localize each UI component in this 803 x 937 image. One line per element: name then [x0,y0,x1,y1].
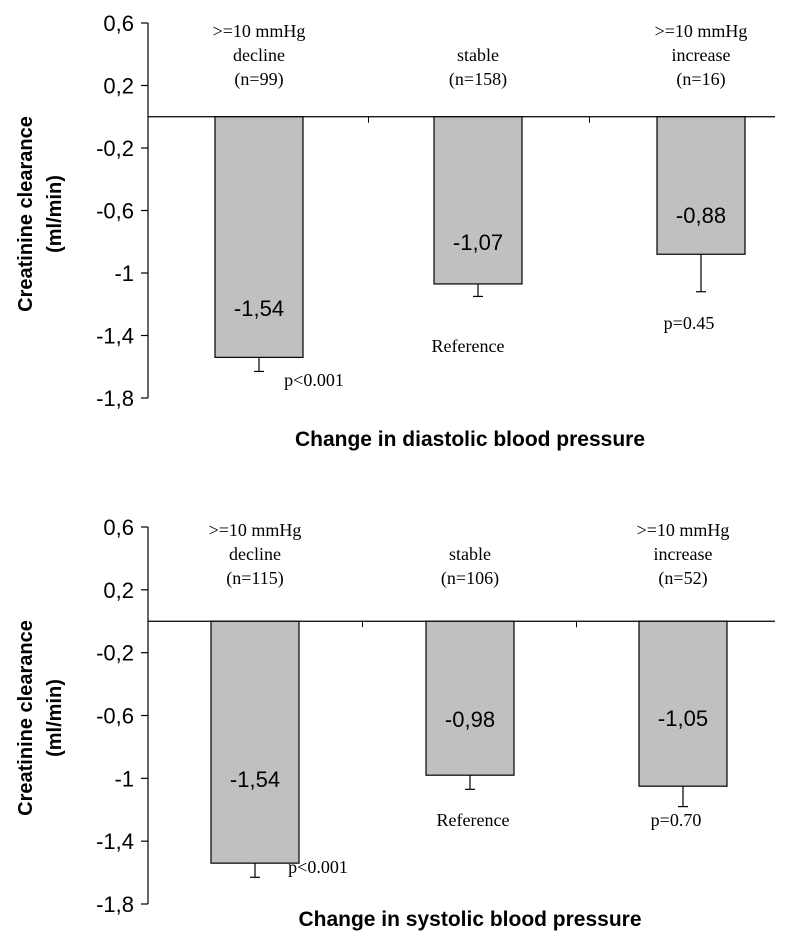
y-tick-label: -0,6 [96,199,134,224]
annotation-label: p=0.70 [651,810,702,830]
bar-value-label: -1,05 [658,706,708,731]
annotation-label: Reference [437,810,510,830]
bar [638,620,728,787]
y-tick-label: 0,6 [103,11,134,36]
bar [210,620,300,864]
category-label: stable [457,45,499,65]
y-tick-label: -1 [114,766,134,791]
category-label: decline [233,45,285,65]
y-tick-label: -1,4 [96,829,134,854]
annotation-label: Reference [432,336,505,356]
x-axis-title: Change in systolic blood pressure [298,908,641,931]
chart-panel-2: 0,6 0,2 -0,2 -0,6 -1 -1,4 -1,8 -1,54 -0,98 -1,05 >… [15,515,775,931]
category-label: stable [449,544,491,564]
category-label: decline [229,544,281,564]
category-label: >=10 mmHg [213,21,306,41]
annotation-label: p=0.45 [664,313,715,333]
y-tick-label: 0,2 [103,578,134,603]
bar-value-label: -0,88 [676,203,726,228]
bar [656,116,746,255]
category-label: >=10 mmHg [655,21,748,41]
bar-value-label: -0,98 [445,707,495,732]
y-tick-label: -1,4 [96,324,134,349]
y-axis-title: Creatinine clearance [15,620,37,816]
category-label: (n=16) [676,69,725,90]
y-axis-title: (ml/min) [44,679,66,757]
x-axis-title: Change in diastolic blood pressure [295,428,645,451]
category-label: (n=52) [658,568,707,589]
category-label: increase [672,45,731,65]
y-tick-label: 0,6 [103,515,134,540]
y-tick-label: -0,6 [96,704,134,729]
chart-panel-1: 0,6 0,2 -0,2 -0,6 -1 -1,4 -1,8 -1,54 -1,07 -0,88 >… [15,11,775,451]
category-label: (n=115) [226,568,283,589]
category-label: (n=106) [441,568,499,589]
category-label: increase [654,544,713,564]
y-axis-title: Creatinine clearance [15,116,37,312]
y-axis-title: (ml/min) [44,175,66,253]
category-label: >=10 mmHg [637,520,730,540]
category-label: (n=158) [449,69,507,90]
bar [425,620,515,776]
bar [433,116,523,285]
annotation-label: p<0.001 [284,370,344,390]
category-label: (n=99) [234,69,283,90]
y-tick-label: -0,2 [96,136,134,161]
bar-value-label: -1,54 [234,296,284,321]
category-label: >=10 mmHg [209,520,302,540]
bar [214,116,304,358]
y-tick-label: -1 [114,261,134,286]
y-tick-label: -0,2 [96,641,134,666]
y-tick-label: -1,8 [96,386,134,411]
annotation-label: p<0.001 [288,857,348,877]
y-tick-label: -1,8 [96,892,134,917]
bar-value-label: -1,07 [453,230,503,255]
y-tick-label: 0,2 [103,74,134,99]
bar-value-label: -1,54 [230,767,280,792]
